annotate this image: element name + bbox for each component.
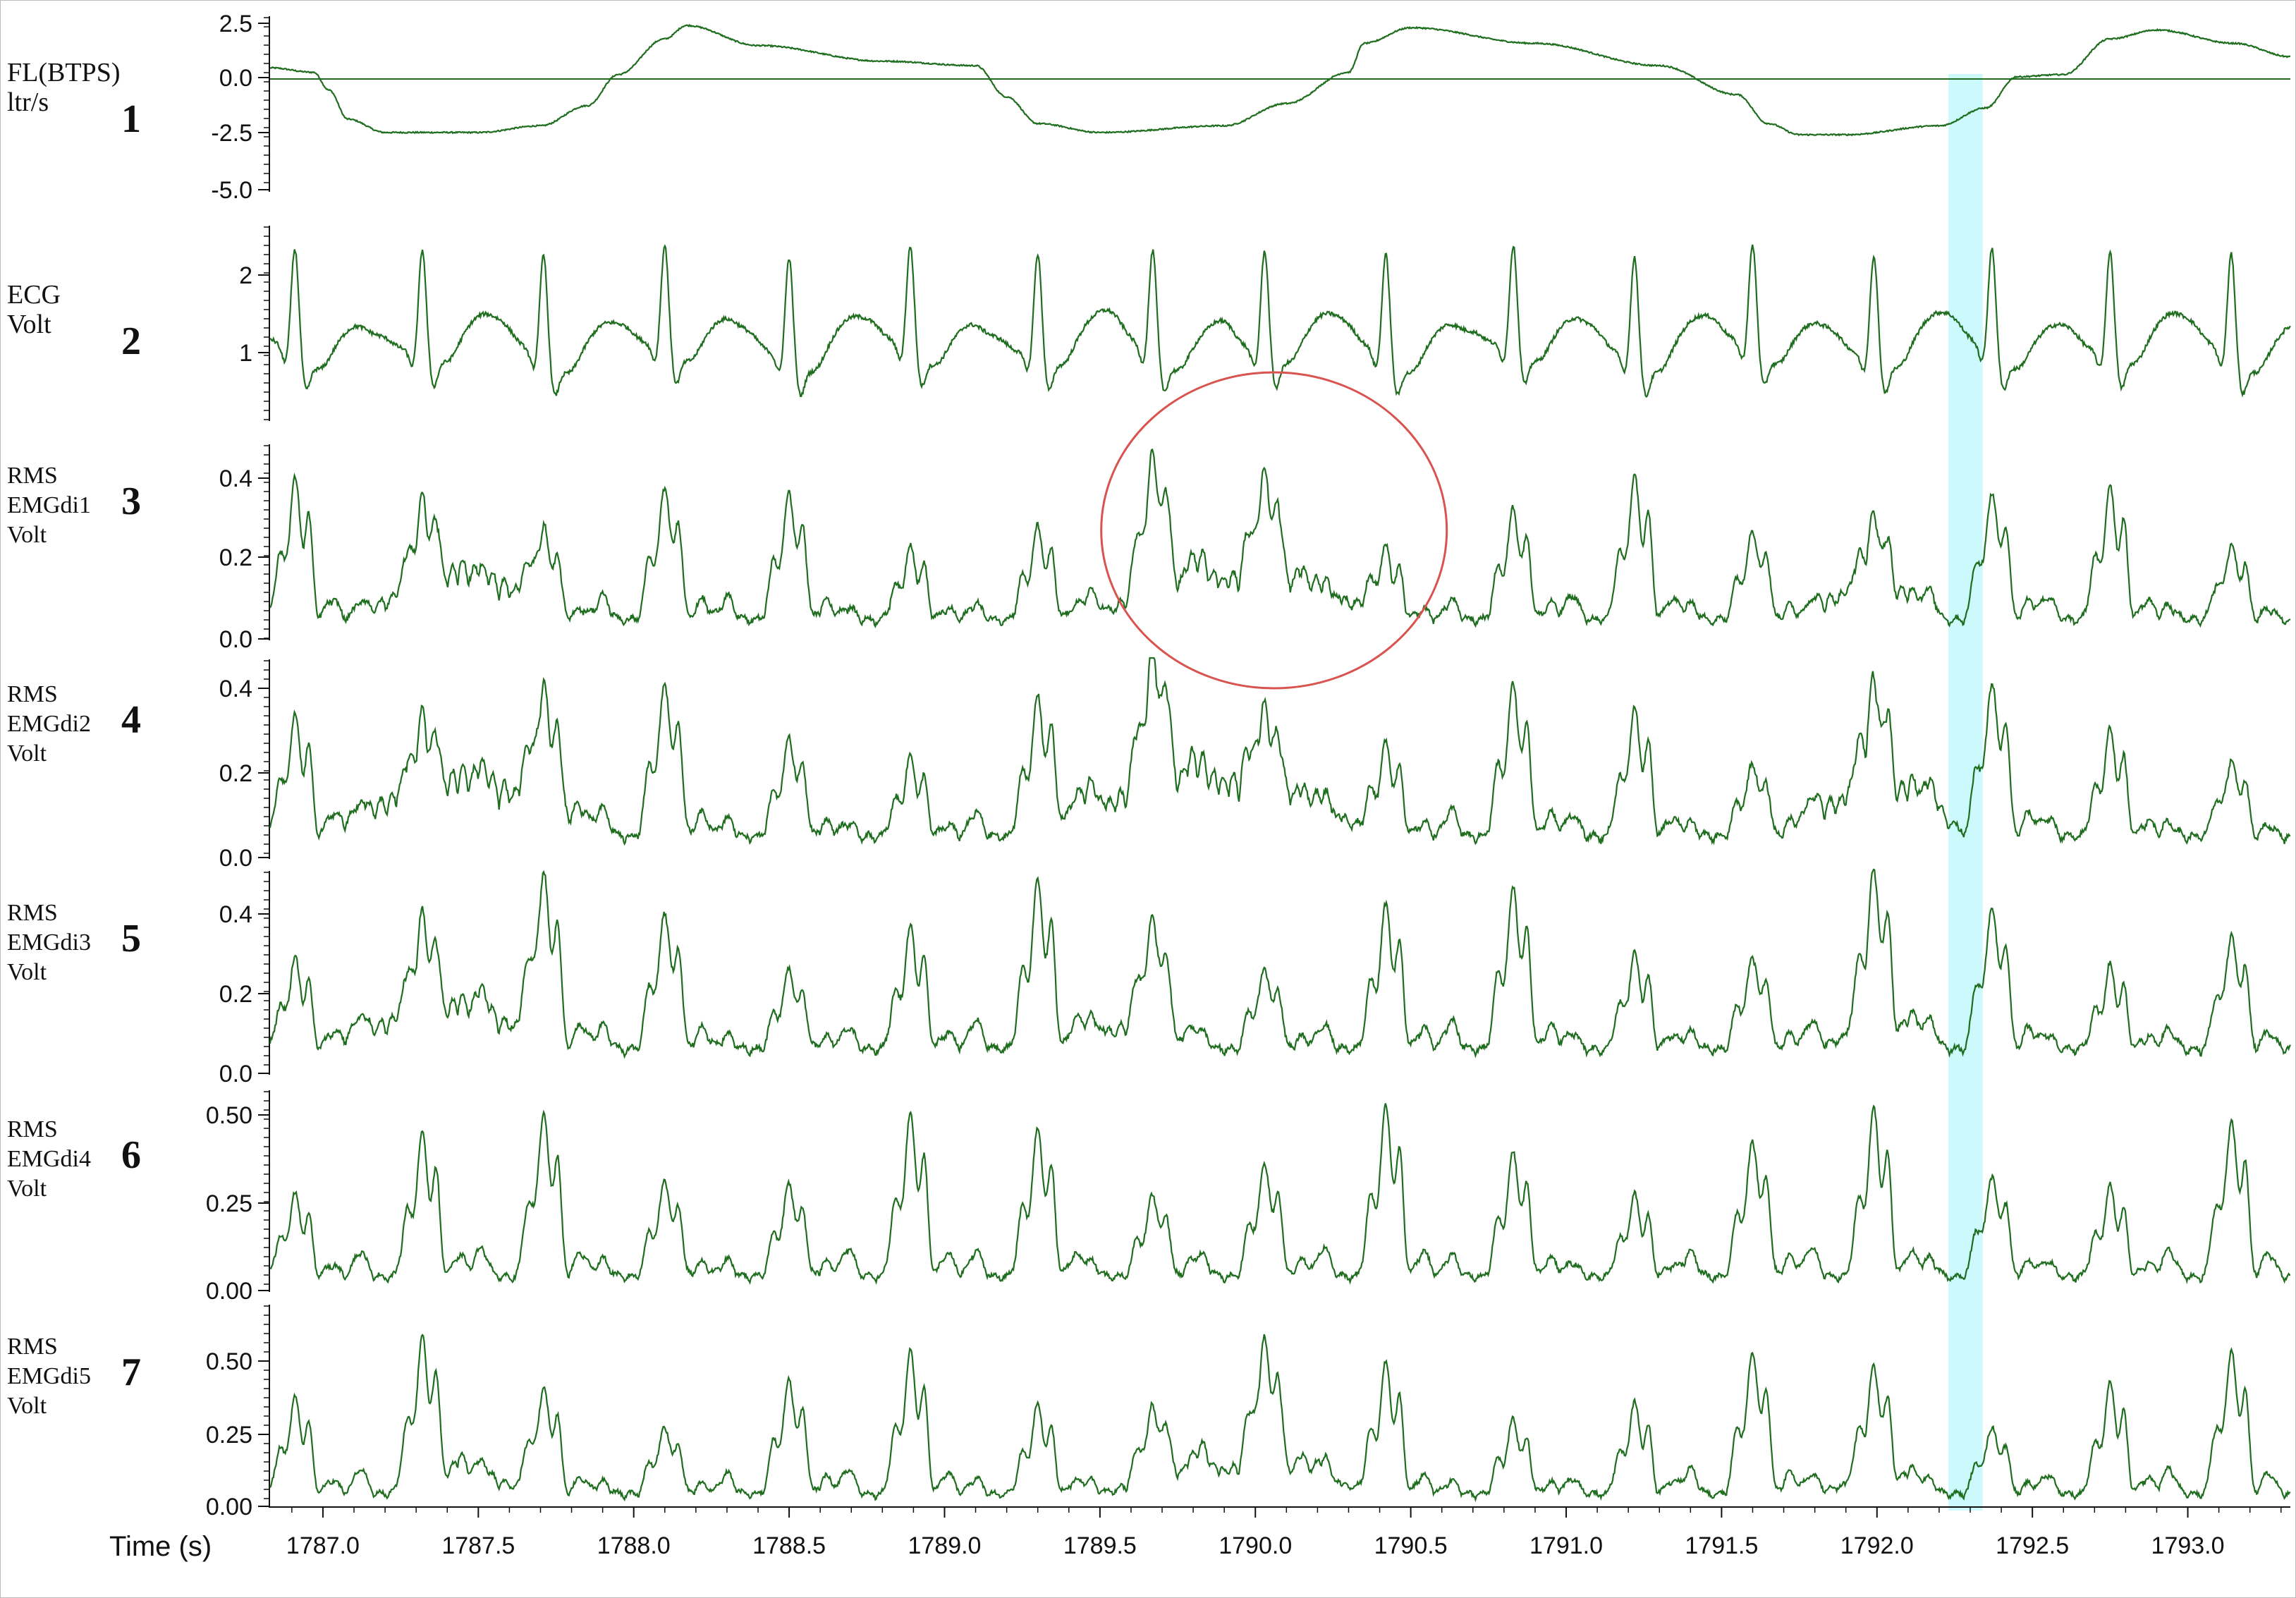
x-tick-label: 1789.0 (908, 1532, 981, 1559)
x-axis: 1787.0 1787.5 1788.0 1788.5 1789.0 1789.5 1790… (270, 1506, 2290, 1559)
x-tick-label: 1790.0 (1219, 1532, 1292, 1559)
y-tick-label: 0.00 (206, 1278, 252, 1305)
y-tick-label: 0.50 (206, 1348, 252, 1375)
series-line-1 (269, 23, 2291, 137)
x-tick-label: 1793.0 (2151, 1532, 2225, 1559)
y-tick-label: 0.0 (219, 845, 252, 872)
y-tick-label: 0.4 (219, 465, 252, 492)
y-tick-label: -2.5 (211, 120, 252, 147)
y-tick-label: 2.5 (219, 11, 252, 37)
channel-label-line: RMS (7, 1334, 58, 1360)
channel-number: 7 (121, 1350, 141, 1394)
channel-number: 6 (121, 1133, 141, 1177)
channel-label-line: FL(BTPS) (7, 58, 120, 87)
channel-label-line: ltr/s (7, 87, 49, 117)
channel-label-line: Volt (7, 522, 47, 548)
series-line-4 (269, 657, 2291, 846)
y-tick-label: 0.0 (219, 626, 252, 653)
panel-1: 2.5 0.0 -2.5 -5.0 FL(BTPS)ltr/s 1 (7, 11, 2291, 204)
y-tick-label: 0.2 (219, 760, 252, 787)
channel-number: 5 (121, 917, 141, 960)
x-tick-label: 1787.5 (441, 1532, 515, 1559)
channel-label-line: Volt (7, 959, 47, 985)
panel-4: 0.4 0.2 0.0 RMS EMGdi2 Volt 4 (7, 657, 2291, 872)
x-tick-label: 1789.5 (1063, 1532, 1137, 1559)
channel-label-line: EMGdi5 (7, 1363, 91, 1389)
y-tick-label: 0.0 (219, 1061, 252, 1087)
y-tick-label: 1 (239, 340, 252, 367)
panel-7: 0.50 0.25 0.00 RMS EMGdi5 Volt 7 (7, 1305, 2291, 1520)
channel-label-line: ECG (7, 280, 61, 310)
x-axis-label: Time (s) (109, 1531, 212, 1562)
series-line-2 (269, 244, 2291, 398)
highlight-band (1948, 74, 1983, 1511)
x-tick-label: 1792.0 (1840, 1532, 1914, 1559)
y-tick-label: 0.4 (219, 676, 252, 702)
y-tick-label: 0.00 (206, 1494, 252, 1520)
channel-label-line: RMS (7, 463, 58, 489)
series-line-3 (269, 448, 2291, 628)
channel-number: 1 (121, 97, 141, 141)
channel-label-line: EMGdi1 (7, 492, 91, 518)
y-tick-label: -5.0 (211, 177, 252, 204)
y-tick-label: 0.2 (219, 544, 252, 571)
x-tick-label: 1791.5 (1685, 1532, 1758, 1559)
channel-label-line: Volt (7, 310, 51, 339)
channel-label-line: EMGdi2 (7, 711, 91, 737)
x-tick-label: 1791.0 (1529, 1532, 1603, 1559)
x-tick-label: 1790.5 (1374, 1532, 1448, 1559)
x-tick-label: 1788.5 (752, 1532, 826, 1559)
panel-5: 0.4 0.2 0.0 RMS EMGdi3 Volt 5 (7, 868, 2291, 1087)
y-tick-label: 2 (239, 262, 252, 289)
channel-label-line: Volt (7, 1176, 47, 1202)
channel-number: 2 (121, 319, 141, 363)
channel-label-line: Volt (7, 740, 47, 767)
x-tick-label: 1787.0 (286, 1532, 360, 1559)
channel-number: 3 (121, 480, 141, 523)
annotation-circle (1100, 371, 1448, 690)
x-tick-label: 1788.0 (597, 1532, 671, 1559)
y-tick-label: 0.50 (206, 1102, 252, 1129)
channel-label-line: RMS (7, 1116, 58, 1142)
channel-label-line: EMGdi3 (7, 929, 91, 956)
channel-label-line: EMGdi4 (7, 1146, 91, 1172)
y-tick-label: 0.2 (219, 981, 252, 1008)
channel-number: 4 (121, 698, 141, 742)
channel-label-line: Volt (7, 1393, 47, 1419)
series-line-5 (269, 868, 2291, 1059)
x-tick-label: 1792.5 (1996, 1532, 2069, 1559)
series-line-7 (269, 1334, 2291, 1503)
panel-3: 0.4 0.2 0.0 RMS EMGdi1 Volt 3 (7, 444, 2291, 653)
series-line-6 (269, 1103, 2291, 1285)
y-tick-label: 0.4 (219, 901, 252, 928)
channel-label-line: RMS (7, 900, 58, 926)
y-tick-label: 0.0 (219, 65, 252, 92)
panel-6: 0.50 0.25 0.00 RMS EMGdi4 Volt 6 (7, 1090, 2291, 1305)
channel-label-line: RMS (7, 681, 58, 707)
y-tick-label: 0.25 (206, 1422, 252, 1448)
y-tick-label: 0.25 (206, 1190, 252, 1217)
